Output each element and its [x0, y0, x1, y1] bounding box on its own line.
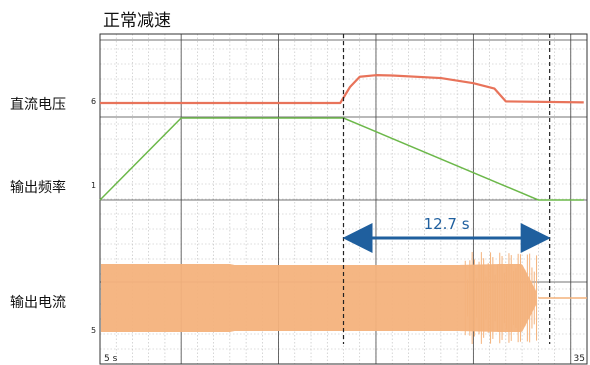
output-frequency-trace: [99, 117, 584, 201]
duration-annotation: 12.7 s: [342, 34, 551, 344]
output-current-band: [101, 264, 536, 332]
output-current-label: 输出电流: [10, 295, 66, 311]
dc-voltage-line: [100, 74, 584, 105]
duration-label: 12.7 s: [424, 215, 470, 233]
channel-markers: 6 1 5: [91, 97, 96, 335]
output-current-trace: [101, 252, 587, 344]
dc-voltage-trace: [100, 74, 584, 105]
channel-marker-1: 6: [91, 97, 96, 106]
dc-voltage-label: 直流电压: [10, 97, 66, 113]
channel-marker-2: 1: [91, 181, 96, 190]
x-axis-ticks: 5 s 35: [104, 354, 585, 364]
x-tick-start: 5 s: [104, 354, 118, 364]
chart-title: 正常减速: [103, 11, 171, 31]
x-tick-end: 35: [574, 354, 585, 364]
output-frequency-line: [99, 117, 584, 201]
output-frequency-label: 输出频率: [10, 180, 66, 196]
channel-marker-3: 5: [91, 326, 96, 335]
